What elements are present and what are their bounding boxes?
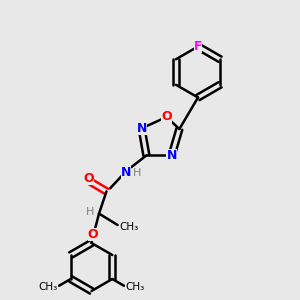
Text: N: N — [136, 122, 147, 135]
Text: O: O — [161, 110, 172, 124]
Text: F: F — [194, 40, 202, 53]
Text: H: H — [133, 167, 142, 178]
Text: CH₃: CH₃ — [119, 221, 138, 232]
Text: CH₃: CH₃ — [125, 281, 145, 292]
Text: N: N — [167, 149, 177, 162]
Text: N: N — [121, 166, 131, 179]
Text: O: O — [88, 228, 98, 241]
Text: O: O — [83, 172, 94, 185]
Text: H: H — [86, 207, 94, 217]
Text: CH₃: CH₃ — [38, 281, 58, 292]
